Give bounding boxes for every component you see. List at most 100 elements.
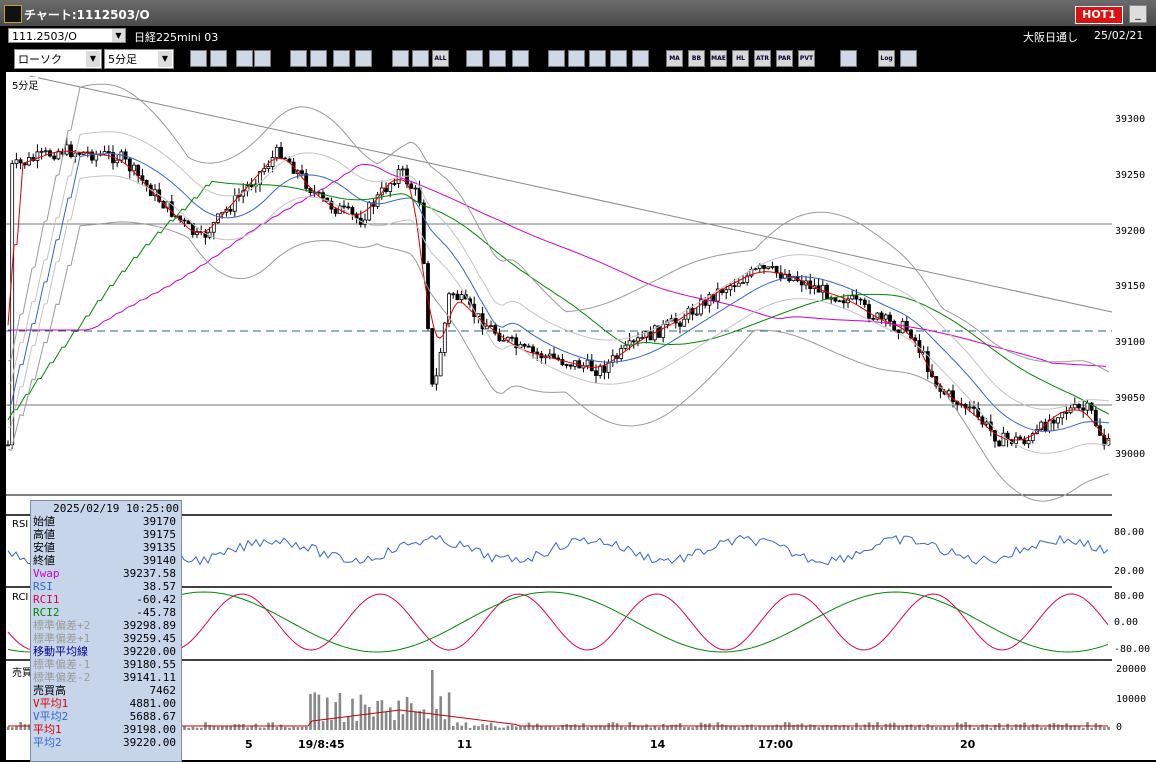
candle-body [841,300,846,304]
candle-body [552,353,556,359]
volume-bar [254,723,258,730]
notes-icon[interactable] [333,50,350,67]
window-icon[interactable] [840,50,857,67]
draw-line-icon[interactable] [236,50,253,67]
wrench-icon[interactable] [489,50,506,67]
tool-hl-button[interactable]: HL [732,50,749,67]
candle-body [182,219,187,222]
info-value: 4881.00 [129,697,176,710]
symbol-bar [0,26,1156,46]
volume-bar [326,697,329,730]
volume-avg-line [8,709,1108,727]
chevron-down-icon[interactable]: ▼ [158,51,172,67]
import-icon[interactable] [548,50,565,67]
band-lower-2 [7,221,1110,502]
candle-body [631,340,636,343]
volume-bar [11,727,14,730]
volume-bar [334,702,337,730]
volume-bar [737,727,741,730]
info-label: V平均1 [33,697,69,710]
tool-pvt-button[interactable]: PVT [798,50,815,67]
volume-bar [905,724,909,730]
tool-par-button[interactable]: PAR [776,50,793,67]
candle-body [211,222,216,233]
window-title: チャート:1112503/O [24,8,150,22]
volume-bar [720,724,724,730]
info-value: 39220.00 [123,645,176,658]
volume-bar [981,724,984,730]
volume-bar [191,726,195,730]
info-icon[interactable] [632,50,649,67]
chart-type-select[interactable]: ローソク ▼ [14,49,102,69]
tool-bb-button[interactable]: BB [688,50,705,67]
crosshair-icon[interactable] [210,50,227,67]
volume-bar [603,725,606,730]
tool-atr-button[interactable]: ATR [754,50,771,67]
tool-log-button[interactable]: Log [878,50,895,67]
volume-bar [447,692,451,730]
undo-icon[interactable] [310,50,327,67]
tool-all-button[interactable]: ALL [432,50,449,67]
export-icon[interactable] [900,50,917,67]
tools-icon[interactable] [466,50,483,67]
candle-body [531,346,535,353]
volume-bar [200,727,203,730]
volume-bar [825,724,829,730]
volume-bar [695,725,699,730]
info-label: 移動平均線 [33,645,88,658]
time-tick: 20 [960,738,976,751]
palette-icon[interactable] [512,50,529,67]
candle-body [602,365,607,373]
volume-bar [300,726,304,730]
volume-tick: 0 [1116,722,1123,733]
info-row: 終値 39140 [33,554,179,567]
candle-body [589,359,594,372]
candle-body [1039,421,1044,430]
volume-bar [1010,727,1014,730]
symbol-dropdown-icon[interactable]: ▼ [112,29,125,42]
vwap-line [8,163,1107,367]
strike-icon[interactable] [610,50,627,67]
candle-body [455,293,460,301]
minimize-icon[interactable]: _ [1129,5,1147,23]
candle-body [934,376,939,387]
volume-bar [578,726,581,730]
trash-icon[interactable] [355,50,372,67]
candle-body [400,168,405,171]
search-icon[interactable] [568,50,585,67]
indicator-icon[interactable] [589,50,606,67]
info-value: 39135 [142,541,176,554]
bar-icon[interactable] [412,50,429,67]
volume-bar [683,727,686,730]
tool-ma-button[interactable]: MA [666,50,683,67]
candle-body [186,220,191,224]
volume-bar [624,727,627,730]
volume-bar [767,725,770,730]
chart-area[interactable] [6,72,1112,732]
zoom-icon[interactable] [190,50,207,67]
tool-mae-button[interactable]: MAE [710,50,727,67]
cursor-icon[interactable] [290,50,307,67]
volume-bar [401,714,405,730]
chevron-down-icon[interactable]: ▼ [86,51,100,67]
candle-body [862,299,867,305]
info-label: 高値 [33,528,55,541]
candle-body [426,263,430,329]
candle-body [127,158,132,172]
hot-button[interactable]: HOT1 [1075,6,1123,24]
candle-body [879,312,884,320]
info-row: RCI2 -45.78 [33,606,179,619]
info-row: 高値 39175 [33,528,179,541]
symbol-input[interactable]: 111.2503/O [8,28,126,43]
interval-select[interactable]: 5分足 ▼ [104,49,174,69]
candle-body [94,153,99,161]
candle-icon[interactable] [392,50,409,67]
erase-icon[interactable] [254,50,271,67]
volume-bar [460,725,463,730]
volume-bar [939,727,942,730]
candle-body [468,298,472,305]
volume-bar [762,726,766,730]
volume-bar [519,726,522,730]
volume-bar [888,723,892,730]
